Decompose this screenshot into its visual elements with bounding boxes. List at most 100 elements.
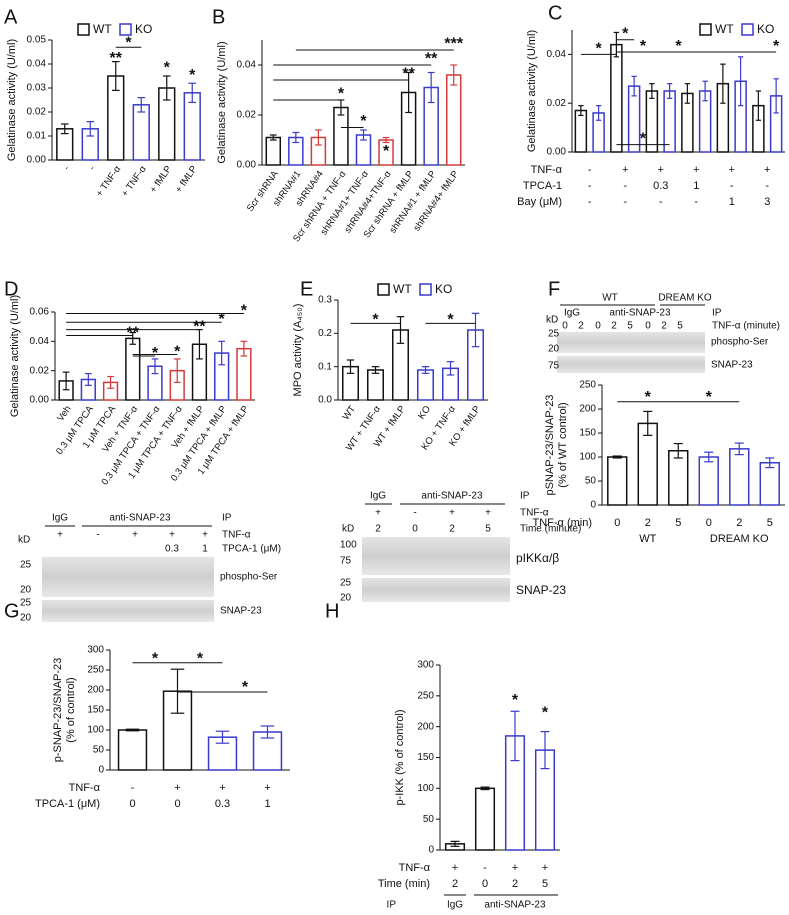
row-cell: - (131, 782, 135, 794)
y-tick-label: 0.03 (27, 83, 47, 94)
y-tick-label: 0 (590, 500, 596, 511)
y-axis-label: Gelatinase activity (U/ml) (9, 295, 21, 417)
y-tick-label: 0.00 (30, 395, 50, 406)
y-tick-label: 0.0 (318, 395, 332, 406)
blot-lane: 0 (595, 321, 601, 332)
blot-g: IgG anti-SNAP-23 IP kD + - + + + TNF-α 0… (18, 513, 281, 624)
blot-ip: IP (520, 491, 530, 502)
legend-label: WT (715, 22, 734, 36)
blot-lane: - (96, 530, 99, 541)
bar (663, 90, 676, 153)
blot-ip: anti-SNAP-23 (421, 491, 483, 502)
bar (668, 450, 689, 506)
blot-kd: kD (546, 315, 558, 326)
row-cell: 0 (129, 798, 135, 810)
row-cell: 5 (675, 517, 681, 529)
blot-lane: + (132, 530, 138, 541)
row-cell: - (765, 180, 769, 192)
y-axis-label: pSNAP-23/SNAP-23 (544, 395, 556, 496)
row-cell: + (174, 782, 180, 794)
legend-label: WT (93, 22, 112, 36)
bar (729, 448, 750, 506)
bar (445, 74, 462, 166)
row-cell: + (219, 782, 225, 794)
bar (125, 337, 141, 401)
y-tick-label: 250 (579, 380, 596, 391)
blot-lane: 2 (578, 321, 584, 332)
blot-mw: 75 (548, 361, 560, 372)
significance-mark: * (675, 38, 682, 55)
row-label: TNF-α (531, 164, 563, 176)
blot-mw: 20 (548, 344, 560, 355)
y-axis-label: (% of WT control) (557, 402, 569, 487)
row-cell: 2 (512, 878, 518, 890)
row-cell: + (452, 862, 458, 874)
y-tick-label: 100 (417, 783, 434, 794)
y-tick-label: 0.02 (27, 107, 47, 118)
panel-label: C (548, 2, 562, 24)
row-cell: - (588, 164, 592, 176)
y-tick-label: 100 (579, 452, 596, 463)
blot-lane: + (485, 508, 491, 519)
bar (607, 456, 628, 506)
blot-group: DREAM KO (658, 293, 712, 304)
row-cell: + (264, 782, 270, 794)
row-cell: 0.3 (215, 798, 230, 810)
blot-group: WT (602, 293, 618, 304)
y-axis-label: (% of control) (65, 677, 77, 742)
blot-band-label: SNAP-23 (711, 360, 753, 371)
blot-lane: + (375, 508, 381, 519)
bar (417, 369, 434, 401)
significance-mark: * (622, 26, 629, 43)
y-tick-label: 50 (585, 476, 597, 487)
y-tick-label: 250 (87, 665, 104, 676)
significance-mark: ** (402, 66, 415, 83)
y-tick-label: 300 (417, 660, 434, 671)
y-tick-label: 200 (417, 721, 434, 732)
row-cell: anti-SNAP-23 (484, 900, 546, 911)
y-tick-label: 0.2 (318, 328, 332, 339)
y-tick-label: 0.04 (237, 60, 257, 71)
legend-label: KO (435, 282, 452, 296)
row-cell: - (588, 196, 592, 208)
blot-mw: 20 (20, 613, 32, 624)
bar (333, 106, 349, 166)
row-cell: + (729, 164, 735, 176)
row-cell: 2 (736, 517, 742, 529)
y-tick-label: 0.01 (27, 131, 47, 142)
significance-mark: * (152, 650, 159, 667)
blot-lane: + (202, 530, 208, 541)
y-tick-label: 200 (87, 685, 104, 696)
significance-mark: ** (193, 318, 206, 335)
row-cell: 3 (764, 196, 770, 208)
bar (117, 729, 148, 771)
bar (698, 456, 719, 506)
significance-mark: * (360, 113, 367, 130)
y-tick-label: 250 (417, 690, 434, 701)
blot-lane: 0 (562, 321, 568, 332)
row-cell: + (622, 164, 628, 176)
row-cell: IgG (447, 900, 463, 911)
legend-swatch (77, 23, 90, 36)
y-tick-label: 0 (428, 845, 434, 856)
significance-mark: * (164, 60, 171, 77)
row-label: IP (387, 900, 397, 911)
y-tick-label: 100 (87, 725, 104, 736)
blot-ip: IP (712, 308, 722, 319)
row-label: TPCA-1 (523, 180, 562, 192)
blot-band (362, 578, 510, 602)
blot-band-label: SNAP-23 (516, 583, 566, 597)
y-tick-label: 50 (423, 814, 435, 825)
y-axis-label: Gelatinase activity (U/ml) (216, 41, 228, 163)
y-axis-label: p-SNAP-23/SNAP-23 (52, 658, 64, 763)
blot-mw: 25 (20, 560, 32, 571)
row-cell: - (694, 196, 698, 208)
x-tick-label: + fMLP (148, 164, 174, 195)
significance-mark: * (372, 312, 379, 329)
bar (132, 104, 150, 161)
y-tick-label: 150 (417, 752, 434, 763)
blot-ip: IgG (370, 491, 386, 502)
y-tick-label: 50 (93, 745, 105, 756)
significance-mark: * (512, 692, 519, 709)
bar (759, 462, 780, 506)
